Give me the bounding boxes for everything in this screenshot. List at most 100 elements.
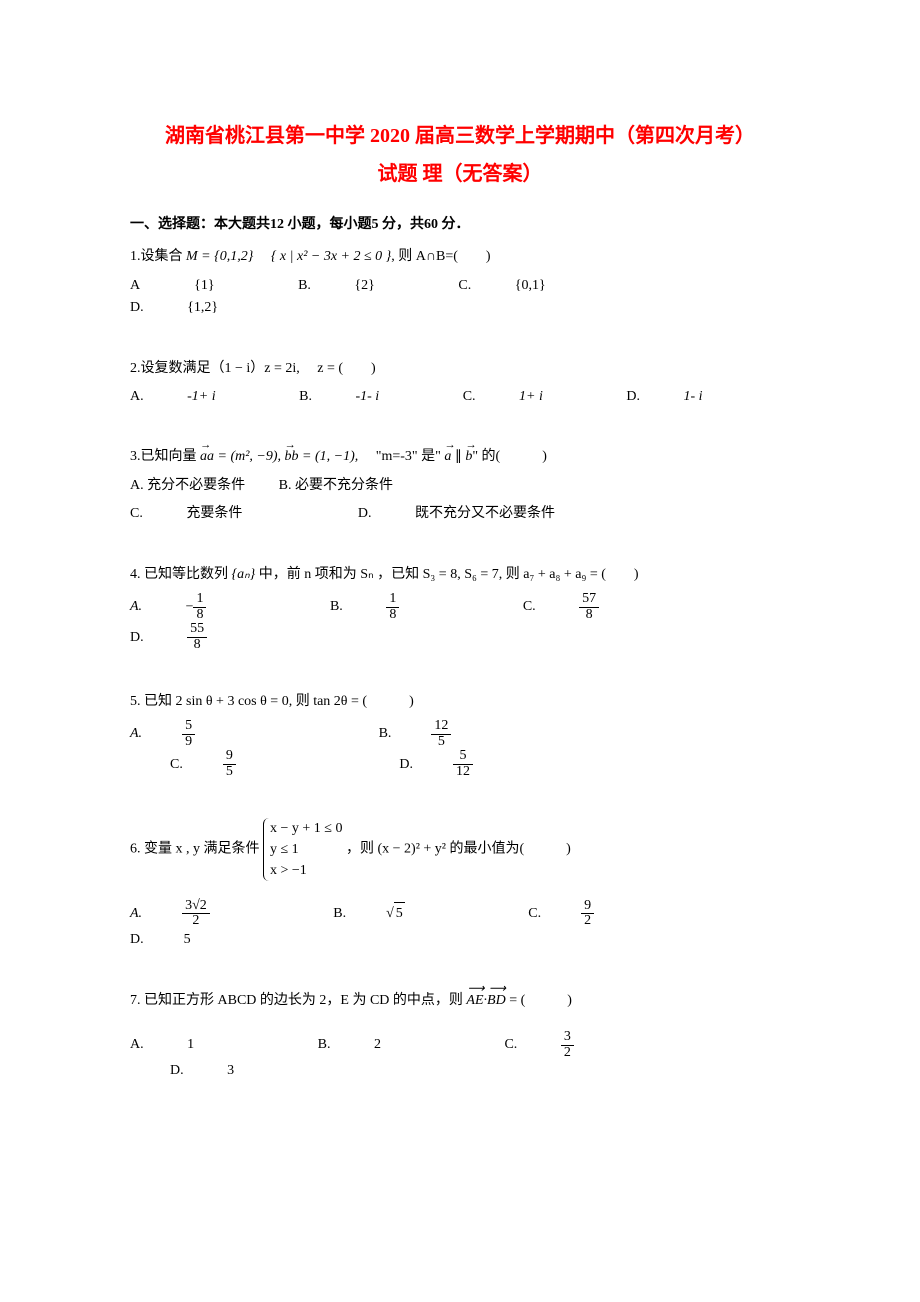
q2-options: A. -1+ i B. -1- i C. 1+ i D. 1- i: [130, 386, 790, 408]
opt-text: 充分不必要条件: [147, 478, 245, 493]
opt-text: 既不充分又不必要条件: [415, 503, 555, 525]
vector-a-icon: a: [444, 446, 451, 468]
opt-label: D.: [130, 929, 144, 951]
opt-label: D.: [399, 754, 413, 776]
den: 8: [579, 608, 599, 623]
radicand: 5: [394, 902, 405, 925]
den: 5: [431, 735, 451, 750]
page-subtitle: 试题 理（无答案）: [130, 158, 790, 190]
q-num: 6.: [130, 842, 141, 857]
opt-d: D. {1,2}: [130, 297, 258, 319]
q3-options-row1: A. 充分不必要条件 B. 必要不充分条件: [130, 475, 790, 497]
set-M: M = {0,1,2}: [186, 249, 253, 264]
num: 1: [386, 592, 399, 608]
fraction: 512: [453, 749, 513, 779]
vector-b-icon: b: [285, 446, 292, 468]
opt-label: C.: [170, 754, 183, 776]
den: 12: [453, 765, 473, 780]
question-5: 5. 已知 2 sin θ + 3 cos θ = 0, 则 tan 2θ = …: [130, 691, 790, 713]
opt-d: D. 3: [170, 1060, 274, 1082]
den: 2: [581, 914, 594, 929]
vector-a-icon: a: [200, 446, 207, 468]
opt-text: {2}: [354, 275, 374, 297]
q1-options: A {1} B. {2} C. {0,1} D. {1,2}: [130, 275, 790, 320]
den: 2: [561, 1046, 574, 1061]
opt-c: C. 1+ i: [463, 386, 583, 408]
section-heading: 一、选择题：本大题共12 小题，每小题5 分，共60 分．: [130, 214, 790, 236]
q-text: " 的( ): [472, 449, 547, 464]
opt-label: B.: [279, 478, 292, 493]
opt-d: D. 既不充分又不必要条件: [358, 503, 595, 525]
opt-label: C.: [523, 596, 536, 618]
opt-label: D.: [170, 1060, 184, 1082]
opt-c: C.92: [528, 899, 674, 929]
vector-ae-icon: AE: [466, 990, 483, 1012]
q7-options: A. 1 B. 2 C. 32 D. 3: [130, 1030, 790, 1083]
q-text: 已知向量: [141, 449, 197, 464]
opt-d: D. 558: [130, 622, 287, 652]
opt-d: D. 5: [130, 929, 231, 951]
opt-label: D.: [130, 297, 144, 319]
opt-b: B. 2: [318, 1034, 421, 1056]
opt-label: B.: [298, 275, 311, 297]
opt-text: 1: [187, 1034, 194, 1056]
system-brace: x − y + 1 ≤ 0 y ≤ 1 x > −1: [263, 818, 342, 881]
q-text: 则 A∩B=( ): [398, 249, 490, 264]
den: 8: [193, 608, 206, 623]
vector-b-icon: b: [465, 446, 472, 468]
opt-label: B.: [379, 723, 392, 745]
opt-a: A.3√22: [130, 899, 290, 929]
question-7: 7. 已知正方形 ABCD 的边长为 2，E 为 CD 的中点，则 AE·BD …: [130, 990, 790, 1012]
num: 55: [187, 622, 207, 638]
num: 1: [193, 592, 206, 608]
den: 8: [187, 638, 207, 653]
opt-label: A.: [130, 596, 142, 618]
q-text: "m=-3" 是": [362, 449, 445, 464]
vector-bd-icon: BD: [487, 990, 506, 1012]
opt-text: {0,1}: [515, 275, 546, 297]
q3-options-row2: C. 充要条件 D. 既不充分又不必要条件: [130, 503, 790, 525]
fraction: 18: [193, 592, 246, 622]
opt-label: B.: [330, 596, 343, 618]
q6-options: A.3√22 B.√5 C.92 D. 5: [130, 899, 790, 952]
opt-c: C. 95: [170, 749, 316, 779]
num: 3√2: [182, 899, 210, 915]
opt-b: B. {2}: [298, 275, 415, 297]
opt-label: B.: [299, 386, 312, 408]
sys-row: x > −1: [270, 860, 342, 881]
opt-b: B. 必要不充分条件: [279, 478, 393, 493]
q-num: 2.: [130, 361, 141, 376]
opt-a: A {1}: [130, 275, 255, 297]
opt-text: -1- i: [355, 386, 379, 408]
q-text: 设复数满足（1 − i）z = 2i, z = ( ): [141, 361, 376, 376]
opt-c: C. {0,1}: [458, 275, 585, 297]
fraction: 92: [581, 899, 634, 929]
opt-label: A.: [130, 386, 144, 408]
sys-row: x − y + 1 ≤ 0: [270, 818, 342, 839]
question-6: 6. 变量 x , y 满足条件 x − y + 1 ≤ 0 y ≤ 1 x >…: [130, 818, 790, 881]
opt-c: C. 充要条件: [130, 503, 282, 525]
q-num: 7.: [130, 993, 141, 1008]
num: 9: [581, 899, 594, 915]
exam-page: 湖南省桃江县第一中学 2020 届高三数学上学期期中（第四次月考） 试题 理（无…: [0, 0, 920, 1302]
opt-b: B.√5: [333, 902, 485, 925]
vec-a-val: a = (m², −9),: [207, 449, 281, 464]
den: 9: [182, 735, 195, 750]
q4-options: A. −18 B. 18 C. 578 D. 558: [130, 592, 790, 653]
fraction: 125: [431, 719, 491, 749]
question-4: 4. 已知等比数列 {aₙ} 中，前 n 项和为 Sₙ ，已知 S₃ = 8, …: [130, 564, 790, 586]
num: 5: [182, 719, 195, 735]
opt-text: 5: [184, 929, 191, 951]
question-2: 2.设复数满足（1 − i）z = 2i, z = ( ): [130, 358, 790, 380]
opt-text: 3: [227, 1060, 234, 1082]
num: 3: [561, 1030, 574, 1046]
fraction: 95: [223, 749, 276, 779]
opt-text: 1- i: [684, 386, 703, 408]
q-text: 中，前 n 项和为 Sₙ ，已知 S₃ = 8, S₆ = 7, 则 a₇ + …: [259, 567, 639, 582]
fraction: 578: [579, 592, 639, 622]
opt-a: A. -1+ i: [130, 386, 256, 408]
opt-label: B.: [318, 1034, 331, 1056]
opt-label: A.: [130, 723, 142, 745]
opt-d: D. 1- i: [626, 386, 742, 408]
q-text: 已知 2 sin θ + 3 cos θ = 0, 则 tan 2θ = ( ): [144, 694, 414, 709]
